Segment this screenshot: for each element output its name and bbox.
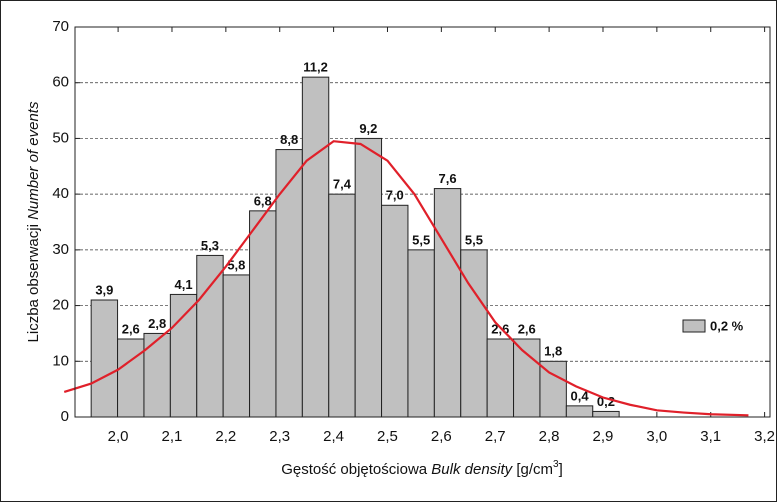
x-tick-label: 2,6 (431, 428, 452, 445)
bar (592, 410, 620, 418)
bar (460, 249, 488, 418)
bar-label: 7,0 (386, 188, 404, 203)
x-tick-label: 2,1 (162, 428, 183, 445)
bar-label: 7,6 (439, 171, 457, 186)
x-tick-label: 2,5 (377, 428, 398, 445)
x-label: Gęstość objętościowa (281, 461, 428, 478)
fit-curve (63, 140, 749, 417)
bar-label: 2,6 (518, 321, 536, 336)
bar-label: 0,4 (571, 388, 590, 403)
x-tick-label: 2,8 (539, 428, 560, 445)
bar (169, 293, 198, 418)
bar-label: 5,8 (227, 257, 245, 272)
bar (513, 338, 541, 418)
bar (565, 405, 594, 418)
bar (196, 254, 224, 418)
y-tick-label: 60 (52, 74, 69, 91)
x-label-en: Bulk density (431, 461, 513, 478)
x-axis-title: Gęstość objętościowa Bulk density [g/cm3… (281, 459, 563, 478)
bar-label: 8,8 (280, 132, 298, 147)
x-tick-label: 2,0 (108, 428, 129, 445)
bar (90, 299, 119, 418)
bar (486, 338, 515, 418)
bar-label: 2,6 (122, 321, 140, 336)
bar (222, 274, 251, 418)
y-tick-label: 40 (52, 185, 69, 202)
legend-label: 0,2 % (710, 318, 744, 333)
bar (381, 204, 409, 418)
bar-label: 11,2 (303, 60, 328, 75)
x-tick-label: 3,0 (646, 428, 667, 445)
bar (275, 149, 303, 418)
bar-label: 5,5 (412, 232, 430, 247)
bar-label: 2,8 (148, 316, 166, 331)
bar (143, 332, 171, 418)
bar (328, 193, 356, 418)
bar-label: 4,1 (175, 277, 193, 292)
bar (407, 249, 435, 418)
x-tick-label: 3,2 (754, 428, 775, 445)
x-label-sup: 3 (553, 459, 559, 470)
y-tick-label: 20 (52, 297, 69, 314)
bar-label: 7,4 (333, 177, 352, 192)
bar-label: 6,8 (254, 193, 272, 208)
bar-label: 5,5 (465, 232, 483, 247)
x-label-unit: [g/cm (516, 461, 553, 478)
y-label-en: Number of events (25, 101, 42, 220)
x-tick-label: 2,3 (269, 428, 290, 445)
y-tick-label: 70 (52, 18, 69, 35)
bar (249, 210, 277, 418)
bar (117, 338, 145, 418)
bar-label: 9,2 (359, 121, 377, 136)
bar-label: 3,9 (95, 282, 113, 297)
bar (301, 76, 330, 418)
bar (539, 360, 567, 418)
x-tick-label: 2,9 (593, 428, 614, 445)
x-tick-label: 2,2 (215, 428, 236, 445)
y-axis-title: Liczba obserwacji Number of events (25, 101, 42, 342)
y-tick-label: 0 (61, 408, 69, 425)
y-tick-label: 10 (52, 352, 69, 369)
y-tick-label: 50 (52, 129, 69, 146)
x-tick-label: 2,4 (323, 428, 344, 445)
bar (433, 188, 462, 418)
bar-label: 1,8 (544, 344, 562, 359)
bar (354, 137, 383, 418)
bar-label: 5,3 (201, 238, 219, 253)
y-label: Liczba obserwacji (25, 224, 42, 342)
plot-frame (74, 26, 771, 418)
x-tick-label: 3,1 (700, 428, 721, 445)
legend-swatch (682, 319, 706, 333)
y-tick-label: 30 (52, 241, 69, 258)
x-label-end: ] (559, 461, 563, 478)
x-tick-label: 2,7 (485, 428, 506, 445)
